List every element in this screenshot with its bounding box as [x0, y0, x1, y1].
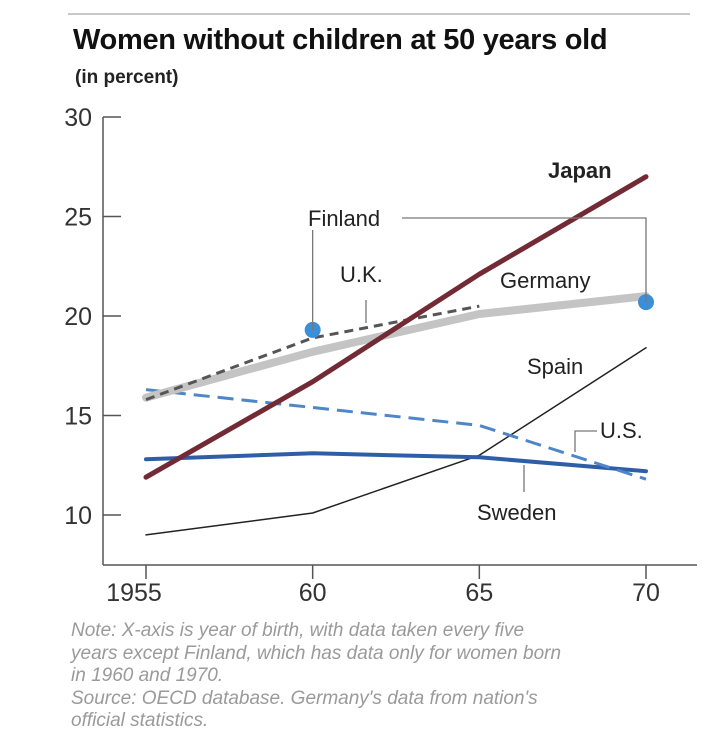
- series-line-japan: [143, 174, 649, 480]
- series-label-finland: Finland: [308, 206, 380, 231]
- y-tick-label: 20: [64, 303, 92, 331]
- chart-subtitle: (in percent): [75, 67, 179, 88]
- chart-axes: 10 15 20 25 30 1955 60 65 70: [64, 104, 697, 607]
- note-line: in 1960 and 1970.: [71, 665, 224, 686]
- y-tick-label: 15: [64, 403, 92, 431]
- x-tick-label: 1955: [106, 579, 162, 607]
- series-line-germany: [142, 292, 650, 402]
- y-tick-label: 10: [64, 502, 92, 530]
- chart-series: [142, 174, 654, 536]
- series-label-spain: Spain: [527, 354, 583, 379]
- series-line-us: [145, 388, 647, 481]
- series-label-japan: Japan: [548, 158, 612, 183]
- note-line: Note: X-axis is year of birth, with data…: [71, 620, 525, 641]
- chart-note: Note: X-axis is year of birth, with data…: [71, 620, 691, 733]
- note-line: Source: OECD database. Germany's data fr…: [71, 687, 538, 709]
- us-leader: [574, 430, 597, 452]
- line-chart: 10 15 20 25 30 1955 60 65 70 Finland Japan U.K. Ger…: [64, 104, 697, 607]
- series-line-sweden: [144, 451, 648, 474]
- series-label-uk: U.K.: [340, 262, 383, 287]
- series-label-sweden: Sweden: [477, 500, 557, 525]
- chart-labels: Finland Japan U.K. Germany Spain U.S. Sweden: [308, 158, 647, 525]
- series-line-uk: [145, 304, 480, 402]
- chart-title: Women without children at 50 years old: [73, 24, 608, 56]
- y-tick-label: 30: [64, 104, 92, 132]
- x-tick-label: 70: [632, 579, 660, 607]
- finland-leader: [402, 217, 647, 303]
- x-tick-label: 65: [465, 579, 493, 607]
- series-label-us: U.S.: [600, 418, 643, 443]
- x-tick-label: 60: [299, 579, 327, 607]
- series-label-germany: Germany: [500, 268, 590, 293]
- series-line-spain: [145, 347, 647, 536]
- note-line: years except Finland, which has data onl…: [71, 642, 562, 664]
- y-tick-label: 25: [64, 204, 92, 232]
- top-rule: [68, 13, 690, 15]
- note-line: official statistics.: [71, 710, 209, 731]
